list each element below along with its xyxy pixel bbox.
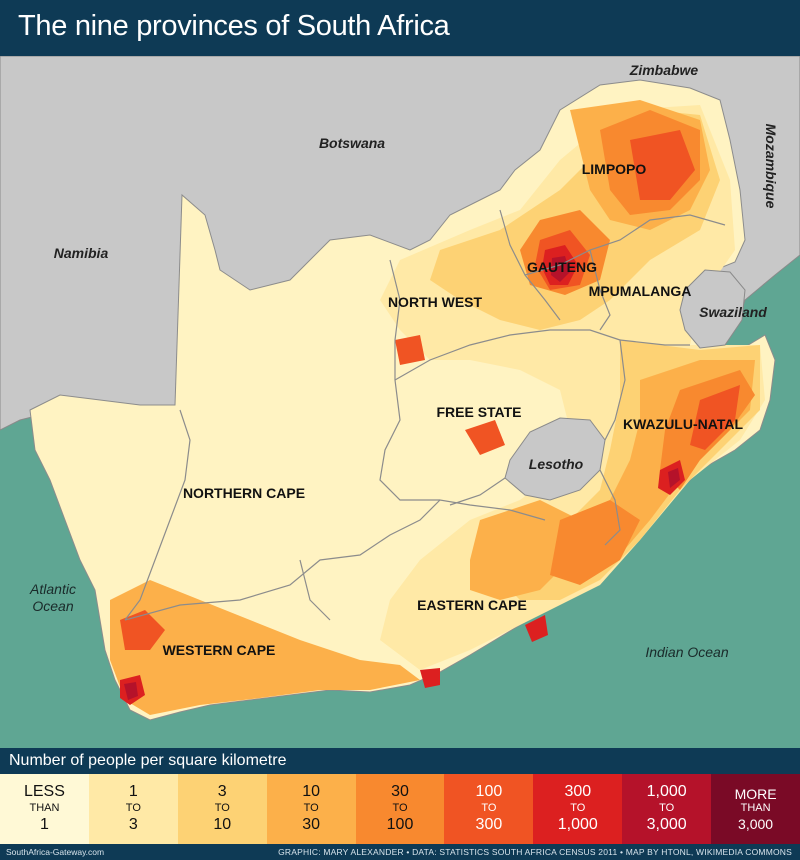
ocean-label-indian: Indian Ocean <box>645 644 728 660</box>
province-label-kwazulu-natal: KWAZULU-NATAL <box>623 416 743 432</box>
country-label-swaziland: Swaziland <box>699 304 767 320</box>
province-label-western-cape: WESTERN CAPE <box>163 642 276 658</box>
legend-bin-mid: TO <box>214 802 230 815</box>
legend-bin-bottom: 3,000 <box>646 815 687 833</box>
legend-bin-top: MORE <box>734 785 777 802</box>
legend-bin: 300 TO 1,000 <box>533 774 623 844</box>
legend-bin-bottom: 300 <box>475 815 503 833</box>
legend-bin-top: LESS <box>23 783 65 801</box>
legend: LESS THAN 1 1 TO 3 3 TO 10 10 TO 30 30 TO 100 100 T… <box>0 774 800 844</box>
legend-bin: 1,000 TO 3,000 <box>622 774 712 844</box>
legend-bin-top: 10 <box>302 783 321 801</box>
legend-bin-bottom: 10 <box>213 815 232 833</box>
country-label-botswana: Botswana <box>319 135 385 151</box>
legend-bin-mid: TO <box>481 802 497 815</box>
province-label-northern-cape: NORTHERN CAPE <box>183 485 305 501</box>
legend-bin: 100 TO 300 <box>444 774 534 844</box>
legend-bin-bottom: 100 <box>386 815 414 833</box>
legend-bin-bottom: 30 <box>302 815 321 833</box>
page-title: The nine provinces of South Africa <box>18 10 450 42</box>
legend-bin: 10 TO 30 <box>266 774 356 844</box>
legend-bin-top: 100 <box>475 783 503 801</box>
province-label-mpumalanga: MPUMALANGA <box>589 283 692 299</box>
map-svg: LIMPOPO GAUTENG MPUMALANGA NORTH WEST FR… <box>0 56 800 748</box>
legend-bin-mid: TO <box>570 802 586 815</box>
ocean-label-atlantic-line2: Ocean <box>32 598 73 614</box>
footer-credits: GRAPHIC: MARY ALEXANDER • DATA: STATISTI… <box>278 847 792 857</box>
country-label-lesotho: Lesotho <box>529 456 584 472</box>
legend-bin-top: 1,000 <box>646 783 687 801</box>
country-label-zimbabwe: Zimbabwe <box>629 62 699 78</box>
legend-bin: 30 TO 100 <box>355 774 445 844</box>
province-label-limpopo: LIMPOPO <box>582 161 647 177</box>
province-borders <box>124 209 726 621</box>
legend-bin-mid: TO <box>303 802 319 815</box>
legend-bin-top: 300 <box>564 783 592 801</box>
legend-bin: LESS THAN 1 <box>0 774 89 844</box>
province-label-gauteng: GAUTENG <box>527 259 597 275</box>
footer-site: SouthAfrica-Gateway.com <box>6 847 105 857</box>
province-label-north-west: NORTH WEST <box>388 294 483 310</box>
country-label-mozambique: Mozambique <box>763 124 779 209</box>
province-label-eastern-cape: EASTERN CAPE <box>417 597 527 613</box>
province-label-free-state: FREE STATE <box>436 404 521 420</box>
legend-bin-mid: THAN <box>740 802 771 815</box>
legend-title-bar: Number of people per square kilometre <box>0 748 800 774</box>
swaziland-shape <box>679 269 746 349</box>
legend-bin-top: 3 <box>217 783 227 801</box>
legend-bin: MORE THAN 3,000 <box>711 774 800 844</box>
legend-bin-bottom: 3 <box>128 815 138 833</box>
title-bar: The nine provinces of South Africa <box>0 0 800 56</box>
legend-bin-mid: TO <box>659 802 675 815</box>
legend-bin-bottom: 3,000 <box>738 815 774 832</box>
legend-bin: 1 TO 3 <box>88 774 178 844</box>
legend-bin-top: 30 <box>391 783 409 801</box>
legend-bin-mid: TO <box>392 802 408 815</box>
density-overlay <box>110 100 765 715</box>
ocean-label-atlantic-line1: Atlantic <box>29 581 76 597</box>
legend-title: Number of people per square kilometre <box>9 752 287 769</box>
footer: SouthAfrica-Gateway.com GRAPHIC: MARY AL… <box>0 844 800 860</box>
map: LIMPOPO GAUTENG MPUMALANGA NORTH WEST FR… <box>0 56 800 748</box>
country-label-namibia: Namibia <box>54 245 109 261</box>
legend-bin-bottom: 1,000 <box>557 815 598 833</box>
legend-bin-mid: TO <box>125 802 141 815</box>
legend-bin-bottom: 1 <box>39 815 49 833</box>
legend-bin: 3 TO 10 <box>177 774 267 844</box>
legend-bin-mid: THAN <box>29 802 60 815</box>
legend-bin-top: 1 <box>128 783 138 801</box>
